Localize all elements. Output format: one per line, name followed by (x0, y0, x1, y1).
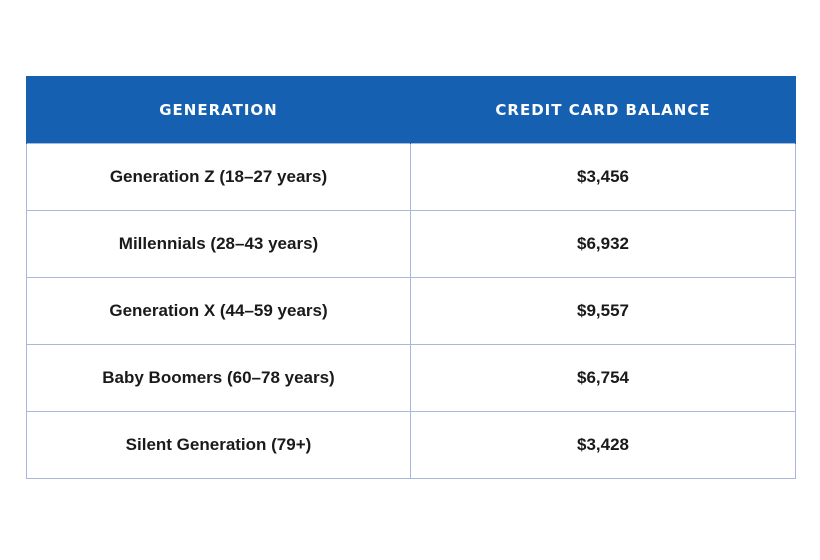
table-row: Silent Generation (79+) $3,428 (26, 411, 796, 479)
balance-cell: $3,428 (410, 411, 796, 479)
credit-card-balance-table: Generation Credit Card Balance Generatio… (26, 76, 796, 479)
table-row: Millennials (28–43 years) $6,932 (26, 210, 796, 278)
balance-cell: $6,754 (410, 344, 796, 412)
generation-cell: Silent Generation (79+) (26, 411, 411, 479)
table-row: Baby Boomers (60–78 years) $6,754 (26, 344, 796, 412)
balance-cell: $9,557 (410, 277, 796, 345)
generation-cell: Millennials (28–43 years) (26, 210, 411, 278)
table-row: Generation Z (18–27 years) $3,456 (26, 143, 796, 211)
balance-cell: $3,456 (410, 143, 796, 211)
generation-cell: Generation Z (18–27 years) (26, 143, 411, 211)
balance-cell: $6,932 (410, 210, 796, 278)
header-row: Generation Credit Card Balance (26, 76, 796, 144)
column-header-balance: Credit Card Balance (410, 76, 796, 144)
generation-cell: Generation X (44–59 years) (26, 277, 411, 345)
column-header-generation: Generation (26, 76, 411, 144)
generation-cell: Baby Boomers (60–78 years) (26, 344, 411, 412)
table-row: Generation X (44–59 years) $9,557 (26, 277, 796, 345)
